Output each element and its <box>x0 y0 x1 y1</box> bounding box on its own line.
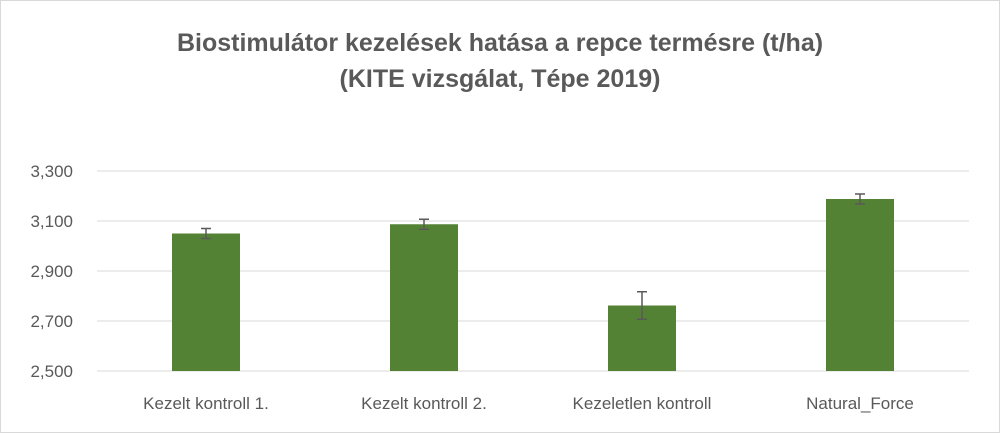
gridlines <box>97 170 969 372</box>
bar <box>390 224 458 371</box>
error-bars <box>201 193 865 320</box>
error-bar <box>201 227 211 240</box>
bar <box>826 199 894 371</box>
error-bar <box>855 193 865 205</box>
y-axis-tick-labels: 2,500 2,700 2,900 3,100 3,300 <box>30 162 73 381</box>
error-bar <box>637 291 647 320</box>
bar <box>172 233 240 371</box>
y-tick-label: 2,700 <box>30 312 73 331</box>
chart-title: Biostimulátor kezelések hatása a repce t… <box>1 25 999 97</box>
y-tick-label: 2,900 <box>30 262 73 281</box>
chart-title-line-2: (KITE vizsgálat, Tépe 2019) <box>339 65 661 93</box>
y-tick-label: 2,500 <box>30 362 73 381</box>
x-tick-label: Natural_Force <box>806 394 914 413</box>
x-tick-label: Kezeletlen kontroll <box>573 394 712 413</box>
error-bar <box>419 218 429 230</box>
y-tick-label: 3,100 <box>30 212 73 231</box>
x-tick-label: Kezelt kontroll 2. <box>361 394 487 413</box>
y-tick-label: 3,300 <box>30 162 73 181</box>
x-tick-label: Kezelt kontroll 1. <box>143 394 269 413</box>
chart-title-line-1: Biostimulátor kezelések hatása a repce t… <box>176 29 824 57</box>
x-axis-tick-labels: Kezelt kontroll 1. Kezelt kontroll 2. Keze… <box>143 394 914 413</box>
bars <box>172 199 894 371</box>
